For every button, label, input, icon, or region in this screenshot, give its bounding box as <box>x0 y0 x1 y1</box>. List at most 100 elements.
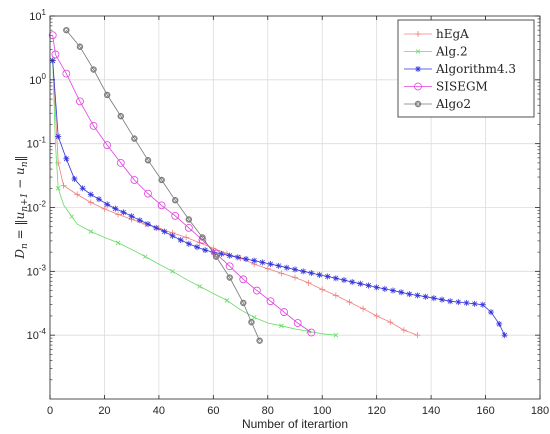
data-point <box>346 299 353 306</box>
y-tick-label: 10-4 <box>27 327 47 342</box>
legend-marker <box>414 82 422 91</box>
data-point <box>252 286 261 295</box>
data-point <box>279 323 284 329</box>
x-tick-label: 80 <box>262 405 274 417</box>
legend-marker <box>415 66 421 72</box>
data-point <box>243 256 249 263</box>
data-point <box>112 205 119 212</box>
data-point <box>471 300 478 307</box>
data-point <box>501 332 508 339</box>
data-point <box>212 253 220 260</box>
x-axis-label: Number of iterartion <box>242 417 348 431</box>
series-Algo2 <box>63 26 263 344</box>
data-point <box>414 292 421 299</box>
x-tick-label: 40 <box>153 405 165 417</box>
data-point <box>90 66 97 73</box>
data-point <box>256 337 263 344</box>
data-point <box>349 279 356 286</box>
data-point <box>198 236 207 244</box>
legend-label: Alg.2 <box>435 45 468 59</box>
data-point <box>248 318 255 326</box>
data-point <box>267 261 274 268</box>
axes: 0 20 40 60 80 100 120 140 160 180 101 100 10-1 10-2 10… <box>27 8 550 417</box>
data-point <box>69 214 75 219</box>
data-point <box>131 135 138 142</box>
data-point <box>115 240 121 246</box>
data-point <box>373 284 380 291</box>
data-point <box>324 273 331 280</box>
series-layer <box>48 26 508 344</box>
data-point <box>239 275 248 284</box>
data-point <box>55 159 62 166</box>
data-point <box>275 262 282 269</box>
data-point <box>169 232 176 239</box>
data-point <box>117 112 124 120</box>
x-tick-label: 100 <box>313 405 331 417</box>
data-point <box>305 279 312 286</box>
x-tick-label: 120 <box>367 405 385 417</box>
data-point <box>360 305 367 312</box>
data-point <box>390 287 396 294</box>
data-point <box>183 234 190 241</box>
data-point <box>463 299 470 306</box>
data-point <box>185 216 193 223</box>
data-point <box>194 244 200 251</box>
data-point <box>225 262 234 271</box>
series-line <box>52 35 312 333</box>
data-point <box>71 175 78 182</box>
data-point <box>142 254 148 259</box>
data-point <box>400 327 407 334</box>
data-point <box>479 301 486 308</box>
data-point <box>145 221 151 228</box>
data-point <box>278 270 285 277</box>
data-point <box>319 286 326 293</box>
data-point <box>104 201 111 208</box>
data-point <box>196 239 203 246</box>
data-point <box>293 319 302 327</box>
x-tick-label: 180 <box>531 405 549 417</box>
data-point <box>136 217 143 224</box>
series-line <box>65 29 260 341</box>
legend-label: hEgA <box>436 27 469 41</box>
data-point <box>171 211 180 220</box>
y-tick-label: 101 <box>29 8 46 23</box>
data-point <box>79 185 86 192</box>
data-point <box>172 197 179 204</box>
grid <box>49 16 541 399</box>
data-point <box>103 91 111 99</box>
data-point <box>51 50 60 59</box>
data-point <box>422 293 429 300</box>
data-point <box>153 224 160 231</box>
data-point <box>185 240 192 247</box>
data-point <box>157 201 166 210</box>
legend-marker <box>415 49 421 54</box>
data-point <box>62 69 71 78</box>
legend-marker <box>415 31 421 37</box>
data-point <box>63 155 70 162</box>
data-point <box>387 319 394 326</box>
data-point <box>357 280 364 287</box>
data-point <box>439 296 445 303</box>
data-point <box>96 196 102 203</box>
data-point <box>226 252 233 259</box>
data-point <box>307 328 316 337</box>
data-point <box>259 259 266 266</box>
legend-marker <box>414 100 422 108</box>
data-point <box>398 289 405 296</box>
data-point <box>292 266 298 273</box>
data-point <box>144 157 152 164</box>
data-point <box>55 133 62 140</box>
data-point <box>332 292 339 299</box>
data-point <box>234 254 241 261</box>
legend-label: SISEGM <box>436 80 488 94</box>
data-point <box>48 31 57 40</box>
data-point <box>240 299 247 307</box>
data-point <box>76 97 84 106</box>
data-point <box>266 297 275 306</box>
x-tick-label: 0 <box>47 405 53 417</box>
data-point <box>202 247 209 254</box>
legend: hEgA Alg.2 Algorithm4.3 SISEGM Algo2 <box>397 19 535 118</box>
y-tick-label: 10-1 <box>27 136 47 151</box>
data-point <box>224 298 230 303</box>
data-point <box>332 275 339 282</box>
